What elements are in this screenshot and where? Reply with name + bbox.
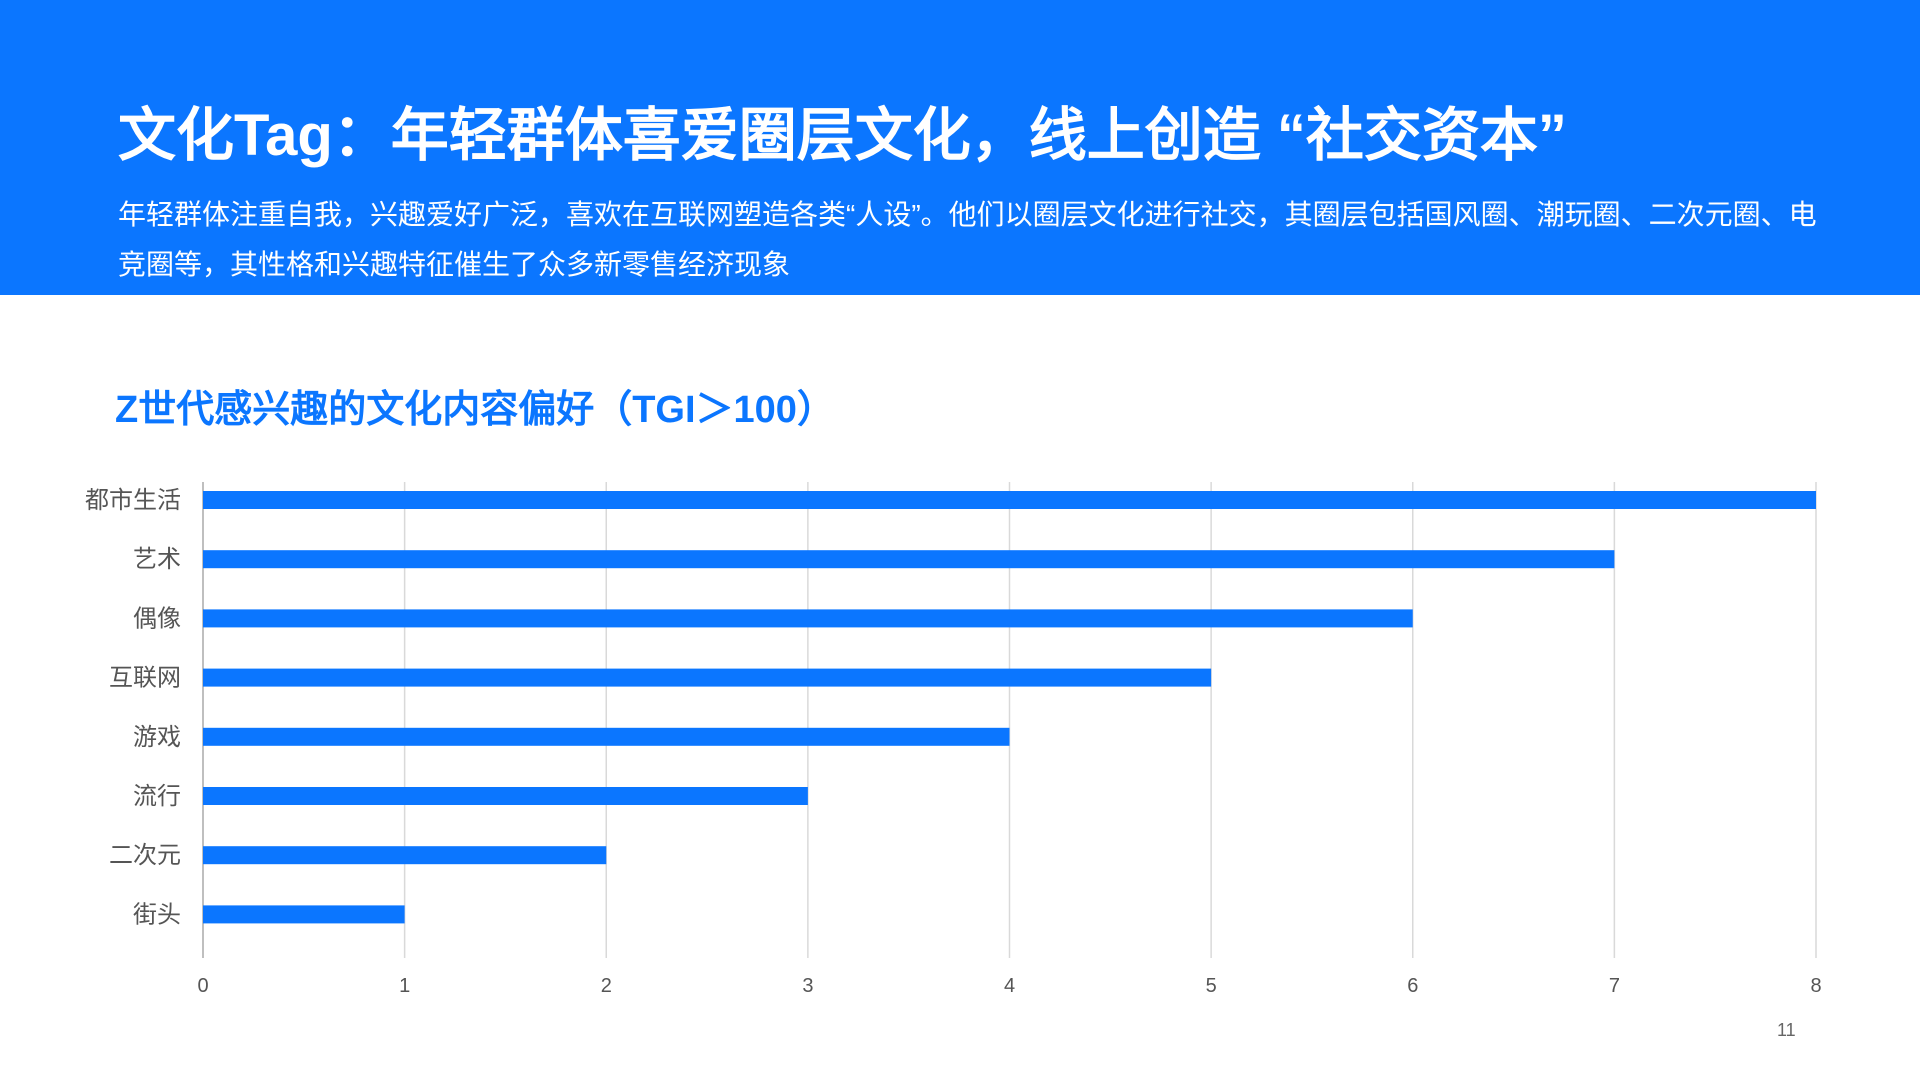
x-tick-label: 5 <box>1206 975 1217 997</box>
x-tick-label: 0 <box>197 975 208 997</box>
category-label: 偶像 <box>133 605 181 632</box>
page-title: 文化Tag：年轻群体喜爱圈层文化，线上创造 “社交资本” <box>118 103 1567 168</box>
x-tick-label: 1 <box>399 975 410 997</box>
bar <box>203 846 607 865</box>
header-banner: 文化Tag：年轻群体喜爱圈层文化，线上创造 “社交资本” 年轻群体注重自我，兴趣… <box>0 0 1920 295</box>
bar <box>203 668 1212 687</box>
category-label: 都市生活 <box>85 487 181 514</box>
category-label: 艺术 <box>133 546 181 573</box>
chart-bars <box>203 491 1816 924</box>
category-label: 互联网 <box>109 665 181 692</box>
x-tick-label: 7 <box>1609 975 1620 997</box>
chart-title: Z世代感兴趣的文化内容偏好（TGI＞100） <box>115 389 835 431</box>
page-subtitle: 年轻群体注重自我，兴趣爱好广泛，喜欢在互联网塑造各类“人设”。他们以圈层文化进行… <box>118 199 1817 280</box>
x-tick-label: 8 <box>1810 975 1821 997</box>
category-label: 游戏 <box>133 724 181 751</box>
x-tick-label: 3 <box>802 975 813 997</box>
category-label: 街头 <box>133 901 181 928</box>
chart-x-ticks: 0 1 2 3 4 5 6 7 8 <box>197 975 1821 997</box>
x-tick-label: 2 <box>601 975 612 997</box>
bar <box>203 905 405 924</box>
category-label: 流行 <box>133 783 181 810</box>
category-label: 二次元 <box>109 842 181 869</box>
bar <box>203 491 1816 509</box>
bar <box>203 727 1010 746</box>
page-number: 11 <box>1777 1020 1796 1040</box>
bar <box>203 609 1413 628</box>
bar <box>203 550 1615 569</box>
x-tick-label: 6 <box>1407 975 1418 997</box>
x-tick-label: 4 <box>1004 975 1015 997</box>
bar <box>203 787 808 805</box>
